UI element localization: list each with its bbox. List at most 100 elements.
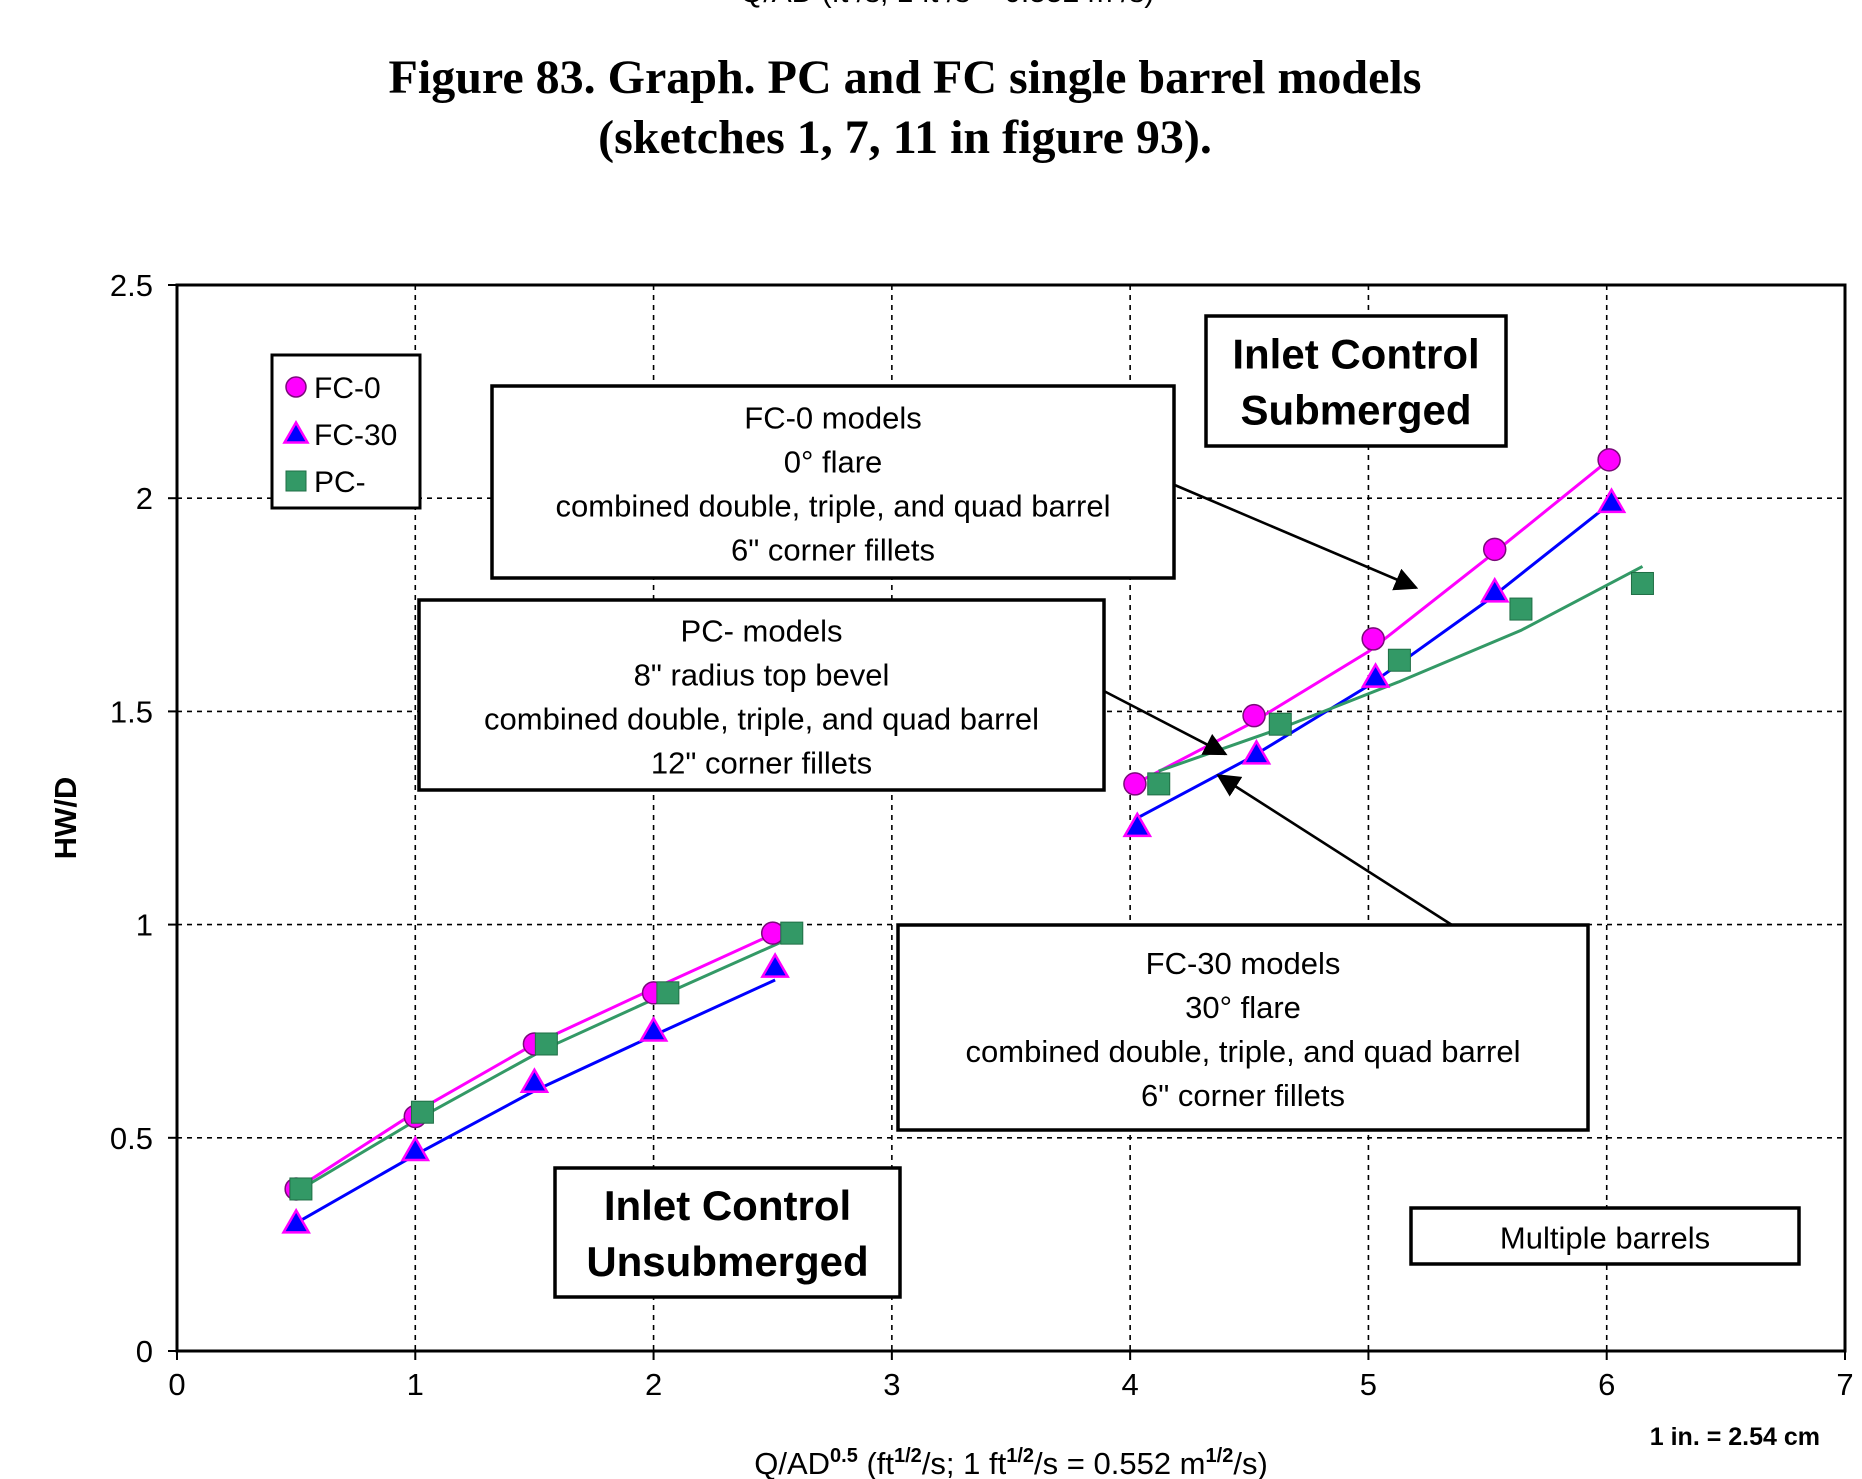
ann-inlet-submerged-frame [1204, 314, 1508, 448]
y-axis-label: HW/D [48, 777, 83, 860]
data-point [1360, 662, 1391, 688]
data-point [1630, 571, 1654, 595]
ann-pc-box: PC- models 8" radius top bevel combined do… [417, 598, 1106, 792]
data-point [1241, 738, 1272, 765]
x-axis-label-part: Q/AD [754, 1446, 830, 1479]
ann-fc30-frame [896, 923, 1590, 1132]
y-tick-label: 1 [136, 908, 153, 943]
data-point [1596, 487, 1627, 514]
annotation-boxes: Inlet Control Submerged FC-0 models 0° flar… [417, 314, 1801, 1299]
ann-fc0-line: 0° flare [784, 444, 883, 479]
units-note: 1 in. = 2.54 cm [1650, 1423, 1820, 1451]
ann-fc0-line: 6" corner fillets [731, 532, 935, 567]
x-tick-label: 6 [1598, 1367, 1615, 1402]
x-axis-label: Q/AD0.5 (ft1/2/s; 1 ft1/2/s = 0.552 m1/2… [754, 1445, 1268, 1479]
plot-area-border [175, 283, 1847, 1353]
callout-arrow [1169, 481, 1419, 591]
callout-arrows [1099, 481, 1453, 927]
data-point [1147, 772, 1171, 796]
x-axis-label-superscript: 1/2 [894, 1445, 922, 1467]
x-tick-label: 5 [1360, 1367, 1377, 1402]
data-point [1479, 576, 1510, 603]
data-point [534, 1032, 558, 1056]
y-tick-label: 2 [136, 481, 153, 516]
data-point [638, 1016, 669, 1042]
ann-fc30-line: combined double, triple, and quad barrel [966, 1034, 1521, 1069]
figure-title: Figure 83. Graph. PC and FC single barre… [0, 48, 1810, 168]
x-axis-label-superscript: 1/2 [1206, 1445, 1234, 1467]
ann-inlet-submerged-line: Inlet Control [1232, 331, 1479, 378]
ann-fc0-frame [490, 384, 1176, 580]
axis-labels: HW/DQ/AD0.5 (ft1/2/s; 1 ft1/2/s = 0.552 … [48, 777, 1820, 1479]
data-point [1387, 648, 1411, 672]
x-axis-label-part: /s) [1233, 1446, 1267, 1479]
data-point [410, 1100, 434, 1124]
legend-marker [285, 376, 307, 398]
legend-marker [282, 419, 310, 444]
y-tick-label: 1.5 [110, 694, 153, 729]
legend-label: PC- [314, 466, 366, 499]
y-tick-label: 2.5 [110, 268, 153, 303]
ann-inlet-submerged-box: Inlet Control Submerged [1204, 314, 1508, 448]
ann-pc-frame [417, 598, 1106, 792]
x-tick-label: 2 [645, 1367, 662, 1402]
ann-fc0-line: combined double, triple, and quad barrel [556, 488, 1111, 523]
axes: 0 1 2 3 4 5 6 7 0 0.5 1 1.5 2 2.5 [110, 268, 1854, 1402]
ann-pc-line: 8" radius top bevel [634, 657, 890, 692]
fit-line [1136, 501, 1613, 820]
callout-arrow [1099, 687, 1228, 756]
ann-inlet-unsubmerged-line: Inlet Control [604, 1182, 851, 1229]
ann-pc-line: 12" corner fillets [651, 745, 872, 780]
data-point [1361, 627, 1385, 651]
data-point [1268, 712, 1292, 736]
x-tick-label: 0 [168, 1367, 185, 1402]
y-tick-label: 0 [136, 1334, 153, 1369]
callout-arrow [1216, 774, 1453, 927]
data-point [780, 921, 804, 945]
x-tick-label: 1 [407, 1367, 424, 1402]
x-axis-label-part: /s; 1 ft [922, 1446, 1007, 1479]
fit-line [300, 936, 793, 1191]
legend: FC-0 FC-30 PC- [270, 353, 422, 510]
data-point [289, 1177, 313, 1201]
data-points [281, 448, 1654, 1234]
x-tick-label: 7 [1836, 1367, 1853, 1402]
data-point [656, 981, 680, 1005]
data-point [281, 1207, 311, 1234]
ann-fc30-line: 30° flare [1185, 990, 1301, 1025]
ann-fc30-line: FC-30 models [1146, 946, 1341, 981]
ann-pc-line: PC- models [681, 613, 843, 648]
x-axis-label-superscript: 1/2 [1006, 1445, 1034, 1467]
x-axis-label-part: (ft [858, 1446, 895, 1479]
ann-multiple-frame [1409, 1206, 1801, 1266]
data-point [1509, 597, 1533, 621]
ann-inlet-submerged-line: Submerged [1240, 387, 1471, 434]
ann-multiple-box: Multiple barrels [1409, 1206, 1801, 1266]
x-tick-label: 3 [883, 1367, 900, 1402]
data-point [1122, 811, 1153, 838]
ann-fc0-line: FC-0 models [744, 400, 921, 435]
ann-inlet-unsubmerged-line: Unsubmerged [586, 1238, 868, 1285]
data-point [760, 952, 790, 978]
ann-fc0-box: FC-0 models 0° flare combined double, trip… [490, 384, 1176, 580]
clipped-caption-text: Q/AD (ft /s; 1 ft /s = 0.552 m /s) [740, 0, 1154, 10]
data-point [1482, 537, 1507, 562]
data-point [1242, 703, 1266, 728]
data-point [519, 1067, 550, 1093]
ann-inlet-unsubmerged-box: Inlet Control Unsubmerged [553, 1166, 902, 1299]
legend-label: FC-30 [314, 419, 397, 452]
figure-title-line-1: Figure 83. Graph. PC and FC single barre… [388, 51, 1422, 104]
fit-line [295, 927, 786, 1191]
data-point [1123, 772, 1147, 796]
x-axis-label-superscript: 0.5 [830, 1445, 858, 1467]
ann-fc30-box: FC-30 models 30° flare combined double, tr… [896, 923, 1590, 1132]
legend-label: FC-0 [314, 372, 381, 405]
ann-fc30-line: 6" corner fillets [1141, 1078, 1345, 1113]
figure-title-line-2: (sketches 1, 7, 11 in figure 93). [598, 111, 1212, 164]
ann-inlet-unsubmerged-frame [553, 1166, 902, 1299]
ann-multiple-line: Multiple barrels [1500, 1220, 1710, 1255]
x-tick-label: 4 [1122, 1367, 1139, 1402]
data-point [400, 1135, 431, 1162]
x-axis-label-part: /s = 0.552 m [1034, 1446, 1205, 1479]
